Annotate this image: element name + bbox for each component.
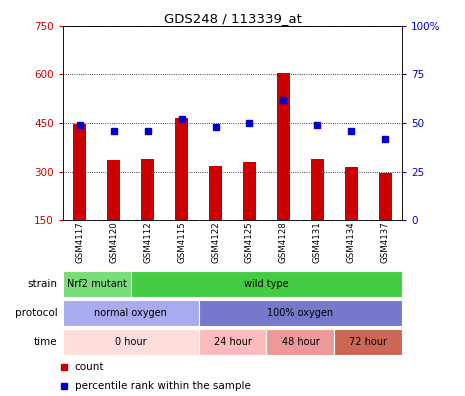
Text: GSM4137: GSM4137 [381,222,390,263]
Bar [345,167,358,220]
Bar [277,73,290,220]
FancyBboxPatch shape [199,329,266,355]
Text: strain: strain [28,279,58,289]
Text: protocol: protocol [15,308,58,318]
Bar [107,160,120,220]
FancyBboxPatch shape [63,329,199,355]
Bar [243,162,256,220]
Text: 100% oxygen: 100% oxygen [267,308,333,318]
Text: wild type: wild type [244,279,289,289]
Text: GSM4134: GSM4134 [347,222,356,263]
Text: normal oxygen: normal oxygen [94,308,167,318]
Bar [379,173,392,220]
Text: 24 hour: 24 hour [213,337,252,347]
Text: 48 hour: 48 hour [281,337,319,347]
Text: Nrf2 mutant: Nrf2 mutant [67,279,126,289]
Bar [141,159,154,220]
Bar [311,159,324,220]
FancyBboxPatch shape [63,271,131,297]
Bar [73,124,86,220]
Text: 72 hour: 72 hour [349,337,387,347]
Text: count: count [74,362,104,372]
Text: GSM4120: GSM4120 [109,222,118,263]
Bar [209,166,222,220]
Text: GSM4115: GSM4115 [177,222,186,263]
Text: GSM4125: GSM4125 [245,222,254,263]
Text: GSM4112: GSM4112 [143,222,152,263]
Text: GSM4128: GSM4128 [279,222,288,263]
FancyBboxPatch shape [334,329,402,355]
Text: GSM4117: GSM4117 [75,222,84,263]
FancyBboxPatch shape [131,271,402,297]
Title: GDS248 / 113339_at: GDS248 / 113339_at [164,11,301,25]
Text: GSM4122: GSM4122 [211,222,220,263]
FancyBboxPatch shape [266,329,334,355]
Text: percentile rank within the sample: percentile rank within the sample [74,381,251,391]
Text: time: time [34,337,58,347]
Bar [175,118,188,220]
Text: 0 hour: 0 hour [115,337,146,347]
FancyBboxPatch shape [199,300,402,326]
FancyBboxPatch shape [63,300,199,326]
Text: GSM4131: GSM4131 [313,222,322,263]
